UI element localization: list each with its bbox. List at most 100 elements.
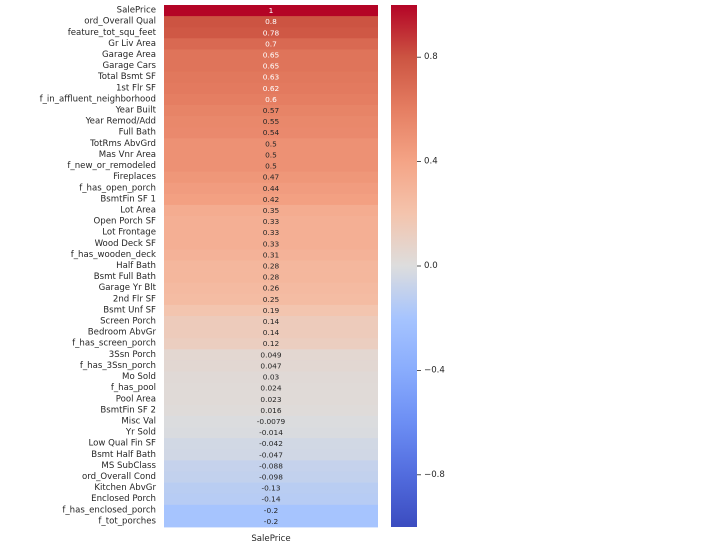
cell-value-label: -0.13	[261, 484, 280, 493]
row-label: Year Remod/Add	[85, 117, 156, 127]
cell-value-label: 0.03	[263, 373, 280, 382]
colorbar-tick-label: −0.8	[424, 470, 445, 480]
cell-value-label: 0.19	[263, 306, 280, 315]
heatmap-cell	[164, 149, 378, 161]
cell-value-label: 0.25	[263, 295, 280, 304]
heatmap-cell	[164, 427, 378, 439]
row-label: Mas Vnr Area	[99, 150, 156, 160]
heatmap-cell-labels: 1 0.8 0.78 0.7 0.65 0.65 0.63 0.62 0.6 0.57 0.55 0.…	[257, 6, 286, 526]
heatmap-cell	[164, 127, 378, 139]
heatmap-cell	[164, 493, 378, 506]
row-label: Yr Sold	[125, 428, 156, 438]
heatmap-cell	[164, 138, 378, 150]
row-label: Wood Deck SF	[95, 239, 156, 249]
cell-value-label: 0.33	[263, 239, 280, 248]
row-label: Bsmt Unf SF	[103, 305, 156, 315]
cell-value-label: 0.47	[263, 173, 280, 182]
heatmap-cell	[164, 93, 378, 106]
cell-value-label: 0.28	[263, 262, 280, 271]
heatmap-cell	[164, 471, 378, 483]
heatmap-cell	[164, 104, 378, 117]
row-label: f_in_affluent_neighborhood	[40, 94, 156, 104]
row-label: Low Qual Fin SF	[88, 439, 156, 449]
x-tick-label: SalePrice	[251, 534, 290, 544]
cell-value-label: 0.65	[263, 50, 280, 59]
cell-value-label: 0.023	[260, 395, 281, 404]
heatmap-cell	[164, 5, 378, 17]
cell-value-label: 0.35	[263, 206, 280, 215]
cell-value-label: 0.6	[265, 95, 277, 104]
row-label: MS SubClass	[101, 461, 156, 471]
row-label: ord_Overall Cond	[82, 472, 156, 482]
row-label: Screen Porch	[100, 317, 156, 327]
row-label: f_has_pool	[111, 383, 156, 393]
row-label: Lot Area	[120, 205, 156, 215]
row-label: ord_Overall Qual	[84, 17, 156, 27]
colorbar-tick-label: −0.4	[424, 365, 445, 375]
heatmap-cell	[164, 327, 378, 339]
cell-value-label: -0.042	[259, 439, 283, 448]
heatmap-cell	[164, 338, 378, 350]
cell-value-label: 0.55	[263, 117, 280, 126]
row-label: Bedroom AbvGr	[88, 328, 157, 338]
heatmap-cell	[164, 16, 378, 28]
row-label: Garage Yr Blt	[99, 283, 157, 293]
heatmap-cell	[164, 116, 378, 128]
row-label: f_has_open_porch	[79, 183, 156, 193]
colorbar-tick-label: 0.4	[424, 157, 438, 167]
cell-value-label: -0.014	[259, 428, 283, 437]
heatmap-cell	[164, 27, 378, 39]
heatmap-cell	[164, 193, 378, 206]
cell-value-label: 0.049	[260, 350, 281, 359]
colorbar-tick-label: 0.8	[424, 52, 438, 62]
cell-value-label: 0.54	[263, 128, 280, 137]
row-label: BsmtFin SF 2	[100, 405, 156, 415]
heatmap-cell	[164, 504, 378, 517]
row-label: Year Built	[115, 106, 157, 116]
cell-value-label: 0.016	[260, 406, 281, 415]
heatmap-cell	[164, 271, 378, 284]
row-label: f_has_screen_porch	[72, 339, 156, 349]
row-label: Half Bath	[116, 261, 156, 271]
row-label: Enclosed Porch	[91, 494, 156, 504]
cell-value-label: 0.26	[263, 284, 280, 293]
row-label: feature_tot_squ_feet	[68, 28, 157, 38]
heatmap-cell	[164, 238, 378, 250]
heatmap-cell	[164, 204, 378, 217]
row-label: f_new_or_remodeled	[67, 161, 156, 171]
cell-value-label: 0.57	[263, 106, 280, 115]
heatmap-cell	[164, 260, 378, 272]
colorbar-tick-label: 0.0	[424, 261, 438, 271]
row-label: Fireplaces	[113, 172, 156, 182]
row-label: 2nd Flr SF	[113, 294, 156, 304]
heatmap-cell	[164, 382, 378, 395]
row-label: TotRms AbvGrd	[89, 139, 156, 149]
cell-value-label: 0.14	[263, 317, 280, 326]
row-label: 3Ssn Porch	[109, 350, 156, 360]
colorbar-ticks: 0.8 0.4 0.0 −0.4 −0.8	[417, 52, 445, 480]
heatmap-cell	[164, 315, 378, 328]
cell-value-label: 0.7	[265, 39, 277, 48]
heatmap-cell	[164, 38, 378, 50]
heatmap-cell	[164, 82, 378, 95]
cell-value-label: -0.2	[264, 506, 278, 515]
cell-value-label: 0.42	[263, 195, 279, 204]
cell-value-label: 0.33	[263, 228, 280, 237]
cell-value-label: 0.62	[263, 84, 279, 93]
heatmap-cell	[164, 404, 378, 417]
cell-value-label: 0.024	[260, 384, 281, 393]
heatmap-cell	[164, 371, 378, 384]
row-label: Bsmt Full Bath	[94, 272, 156, 282]
heatmap-cell	[164, 515, 378, 528]
heatmap-cell	[164, 160, 378, 172]
heatmap-cell	[164, 293, 378, 306]
cell-value-label: 1	[269, 6, 274, 15]
cell-value-label: -0.14	[261, 495, 280, 504]
heatmap-cell	[164, 227, 378, 239]
cell-value-label: 0.31	[263, 250, 280, 259]
colorbar	[391, 5, 417, 527]
cell-value-label: -0.0079	[257, 417, 286, 426]
heatmap-cell	[164, 415, 378, 428]
